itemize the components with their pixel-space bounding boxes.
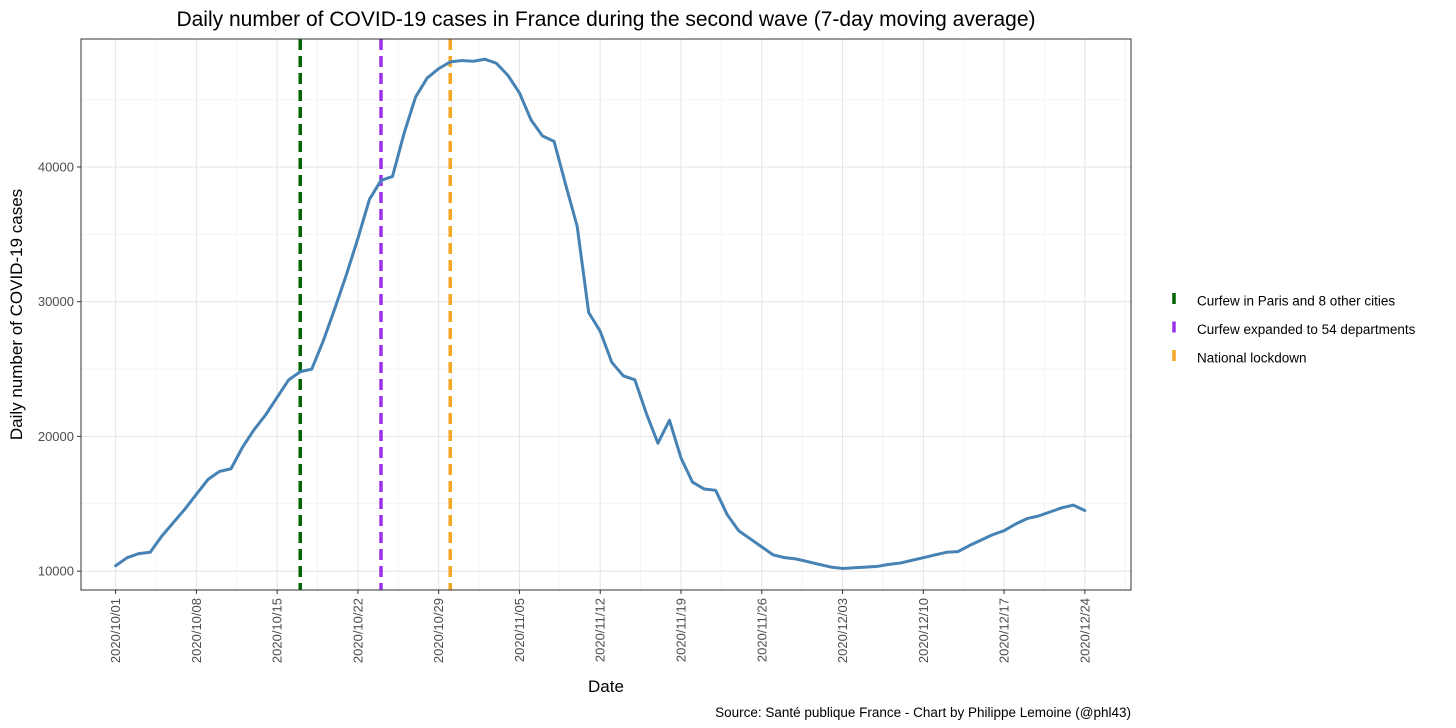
y-axis-title: Daily number of COVID-19 cases (7, 189, 26, 440)
y-tick-label: 10000 (38, 564, 74, 579)
x-tick-label: 2020/10/08 (189, 598, 204, 663)
legend-label: Curfew in Paris and 8 other cities (1197, 294, 1395, 309)
y-tick-label: 30000 (38, 294, 74, 309)
y-tick-label: 40000 (38, 159, 74, 174)
legend-label: Curfew expanded to 54 departments (1197, 322, 1416, 337)
grid-minor (81, 39, 1131, 590)
x-tick-label: 2020/12/03 (835, 598, 850, 663)
x-tick-label: 2020/11/12 (593, 598, 608, 662)
x-tick-label: 2020/10/15 (270, 598, 285, 663)
plot-border (80, 38, 1132, 591)
x-tick-label: 2020/12/10 (916, 598, 931, 663)
x-tick-label: 2020/12/17 (997, 598, 1012, 663)
x-axis: 2020/10/01 2020/10/08 2020/10/15 2020/10/22… (108, 590, 1092, 663)
x-tick-label: 2020/10/29 (431, 598, 446, 663)
x-tick-label: 2020/11/26 (754, 598, 769, 662)
y-axis: 10000 20000 30000 40000 (38, 159, 81, 579)
annotation-lines (298, 39, 452, 590)
x-axis-title: Date (588, 677, 624, 696)
x-tick-label: 2020/11/05 (512, 598, 527, 662)
legend-label: National lockdown (1197, 351, 1307, 366)
plot-panel (81, 39, 1131, 590)
x-tick-label: 2020/10/22 (350, 598, 365, 663)
legend: Curfew in Paris and 8 other cities Curfew… (1172, 293, 1416, 367)
caption: Source: Santé publique France - Chart by… (715, 705, 1131, 720)
x-tick-label: 2020/11/19 (674, 598, 689, 662)
grid-major (81, 39, 1131, 590)
y-tick-label: 20000 (38, 429, 74, 444)
series-line (114, 57, 1087, 570)
x-tick-label: 2020/12/24 (1077, 598, 1092, 663)
x-tick-label: 2020/10/01 (108, 598, 123, 663)
chart-title: Daily number of COVID-19 cases in France… (176, 8, 1035, 31)
